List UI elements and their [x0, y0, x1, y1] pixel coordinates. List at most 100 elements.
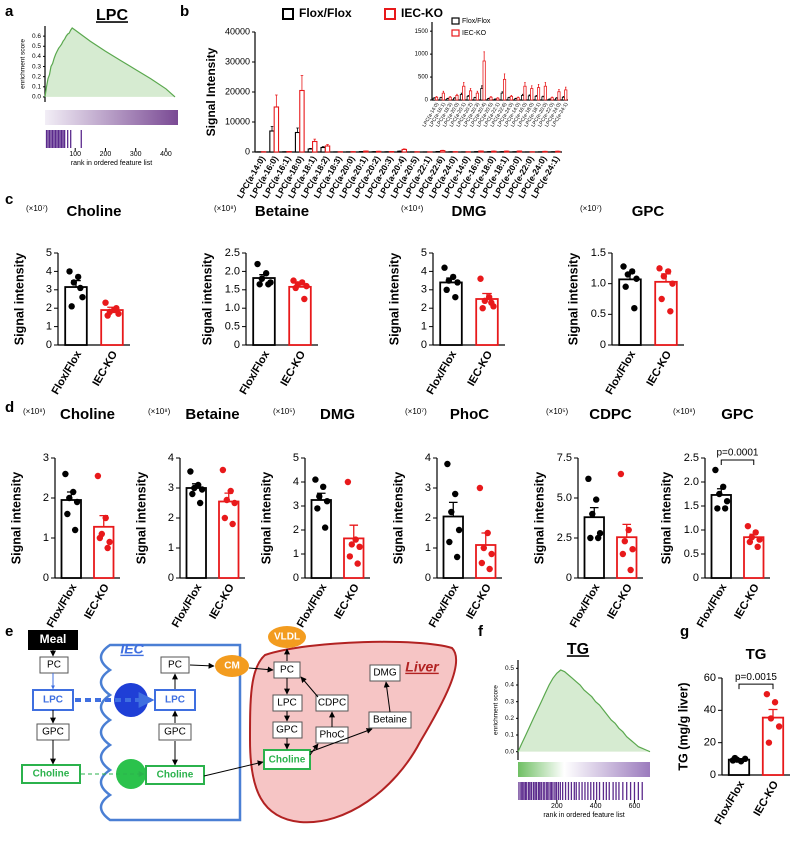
annotation: p=0.0001: [717, 448, 759, 459]
data-point: [223, 496, 230, 504]
y-tick-label: 1: [421, 321, 427, 333]
bar: [442, 515, 464, 579]
y-axis-label: Signal intensity: [659, 472, 673, 564]
y-tick-label: 1.0: [225, 302, 240, 314]
data-point: [104, 312, 111, 319]
y-tick-label: 1: [293, 548, 299, 560]
bar: [654, 280, 678, 346]
data-point: [301, 295, 308, 303]
x-tick-label: IEC-KO: [464, 582, 494, 622]
node-box: [39, 656, 69, 674]
data-point: [320, 483, 327, 490]
bar: [482, 60, 486, 101]
data-point: [68, 303, 75, 310]
error-bar: [558, 89, 560, 92]
x-tick-label: Flox/Flox: [238, 348, 273, 397]
data-point: [448, 508, 455, 516]
x-axis-label: rank in ordered feature list: [543, 812, 624, 819]
y-tick-label: 4: [421, 265, 427, 277]
y-tick-label: 0: [43, 572, 49, 584]
node-box: [315, 694, 349, 712]
es-line: [517, 669, 651, 753]
scale-label: (×10⁷): [26, 204, 48, 213]
x-tick-label: 100: [69, 151, 81, 158]
data-point: [481, 297, 489, 305]
data-point: [627, 566, 634, 574]
y-tick-label: 4: [425, 452, 431, 464]
chart-title: TG: [567, 641, 589, 658]
y-tick-label: 4: [293, 476, 299, 488]
x-tick-label: Flox/Flox: [427, 581, 462, 630]
data-point: [720, 483, 727, 490]
bar: [543, 85, 547, 101]
data-point: [187, 468, 194, 475]
scale-label: (×10⁸): [673, 407, 696, 416]
panel-letter: a: [5, 3, 14, 20]
data-point: [262, 270, 270, 277]
data-point: [102, 514, 109, 522]
data-point: [73, 498, 81, 506]
y-axis-label: enrichment score: [20, 39, 27, 89]
bar: [60, 499, 82, 579]
data-point: [767, 715, 775, 722]
y-tick-label: 0: [168, 572, 174, 584]
error-bar: [309, 148, 312, 149]
y-tick-label: 1: [425, 542, 431, 554]
node-label: GPC: [276, 725, 298, 736]
data-point: [446, 538, 453, 546]
y-tick-label: 4: [168, 452, 174, 464]
bar: [468, 90, 473, 101]
data-point: [485, 293, 493, 301]
data-point: [746, 538, 754, 546]
bar: [441, 92, 445, 101]
data-point: [476, 484, 484, 492]
error-bar: [435, 96, 438, 98]
bar: [475, 92, 479, 101]
y-axis-label: Signal intensity: [12, 253, 26, 345]
data-point: [62, 470, 69, 478]
error-bar: [349, 524, 359, 539]
bar: [288, 285, 312, 346]
scale-label: (×10⁵): [546, 407, 569, 416]
y-tick-label: 0.3: [505, 698, 514, 705]
error-bar: [501, 91, 503, 94]
error-bar: [531, 85, 533, 89]
data-point: [189, 490, 196, 498]
y-tick-label: 1.0: [591, 278, 606, 290]
data-point: [219, 466, 227, 474]
y-tick-label: 2.5: [684, 452, 699, 464]
bar: [489, 96, 493, 101]
bar: [320, 146, 326, 153]
y-tick-label: 0: [425, 572, 431, 584]
data-point: [712, 466, 719, 474]
y-tick-label: 0.2: [505, 715, 514, 722]
y-tick-label: 5: [46, 247, 52, 259]
data-point: [748, 534, 755, 541]
data-point: [254, 260, 261, 268]
error-bar: [528, 94, 531, 96]
bar: [455, 95, 459, 101]
data-point: [741, 755, 749, 763]
y-tick-label: 0: [425, 98, 429, 104]
y-tick-label: 0.5: [591, 308, 606, 320]
data-point: [593, 496, 600, 503]
iec-shape: [99, 643, 242, 822]
data-point: [721, 505, 729, 512]
error-bar: [542, 95, 544, 97]
node-label: Choline: [33, 769, 70, 780]
error-bar: [517, 96, 519, 98]
data-point: [258, 275, 266, 282]
significance-bracket: [720, 459, 755, 465]
rank-gradient: [45, 110, 178, 125]
data-point: [115, 310, 122, 317]
data-point: [113, 305, 120, 312]
legend-label: IEC-KO: [462, 30, 487, 37]
error-bar: [326, 144, 329, 146]
data-point: [444, 460, 451, 468]
data-point: [96, 534, 104, 542]
rank-gradient: [518, 762, 650, 777]
data-point: [441, 264, 448, 271]
error-bar: [524, 82, 526, 87]
data-point: [596, 530, 604, 537]
y-tick-label: 0.3: [32, 63, 41, 70]
